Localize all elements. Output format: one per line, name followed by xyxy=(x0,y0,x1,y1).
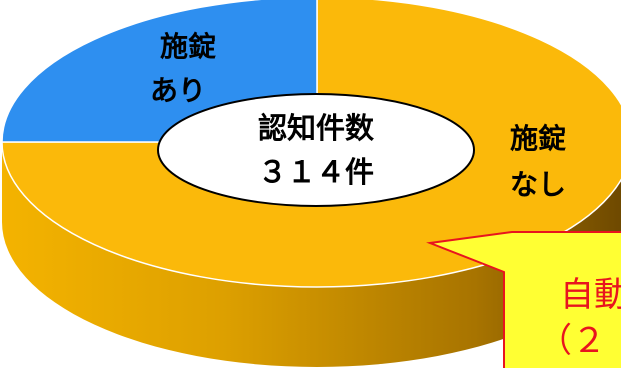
pie-side-wall xyxy=(2,142,621,367)
callout-line1: 自動 xyxy=(560,275,621,315)
slice-label-ari-line2: あり xyxy=(150,74,206,107)
slice-label-ari-line1: 施錠 xyxy=(160,30,216,63)
center-ellipse xyxy=(157,93,475,207)
callout-line2: （２ xyxy=(538,321,606,361)
slice-label-nashi-line1: 施錠 xyxy=(510,122,566,155)
center-line2: ３１４件 xyxy=(258,155,374,189)
slice-label-nashi-line2: なし xyxy=(510,168,566,201)
center-line1: 認知件数 xyxy=(258,111,375,145)
callout-balloon xyxy=(426,231,621,368)
